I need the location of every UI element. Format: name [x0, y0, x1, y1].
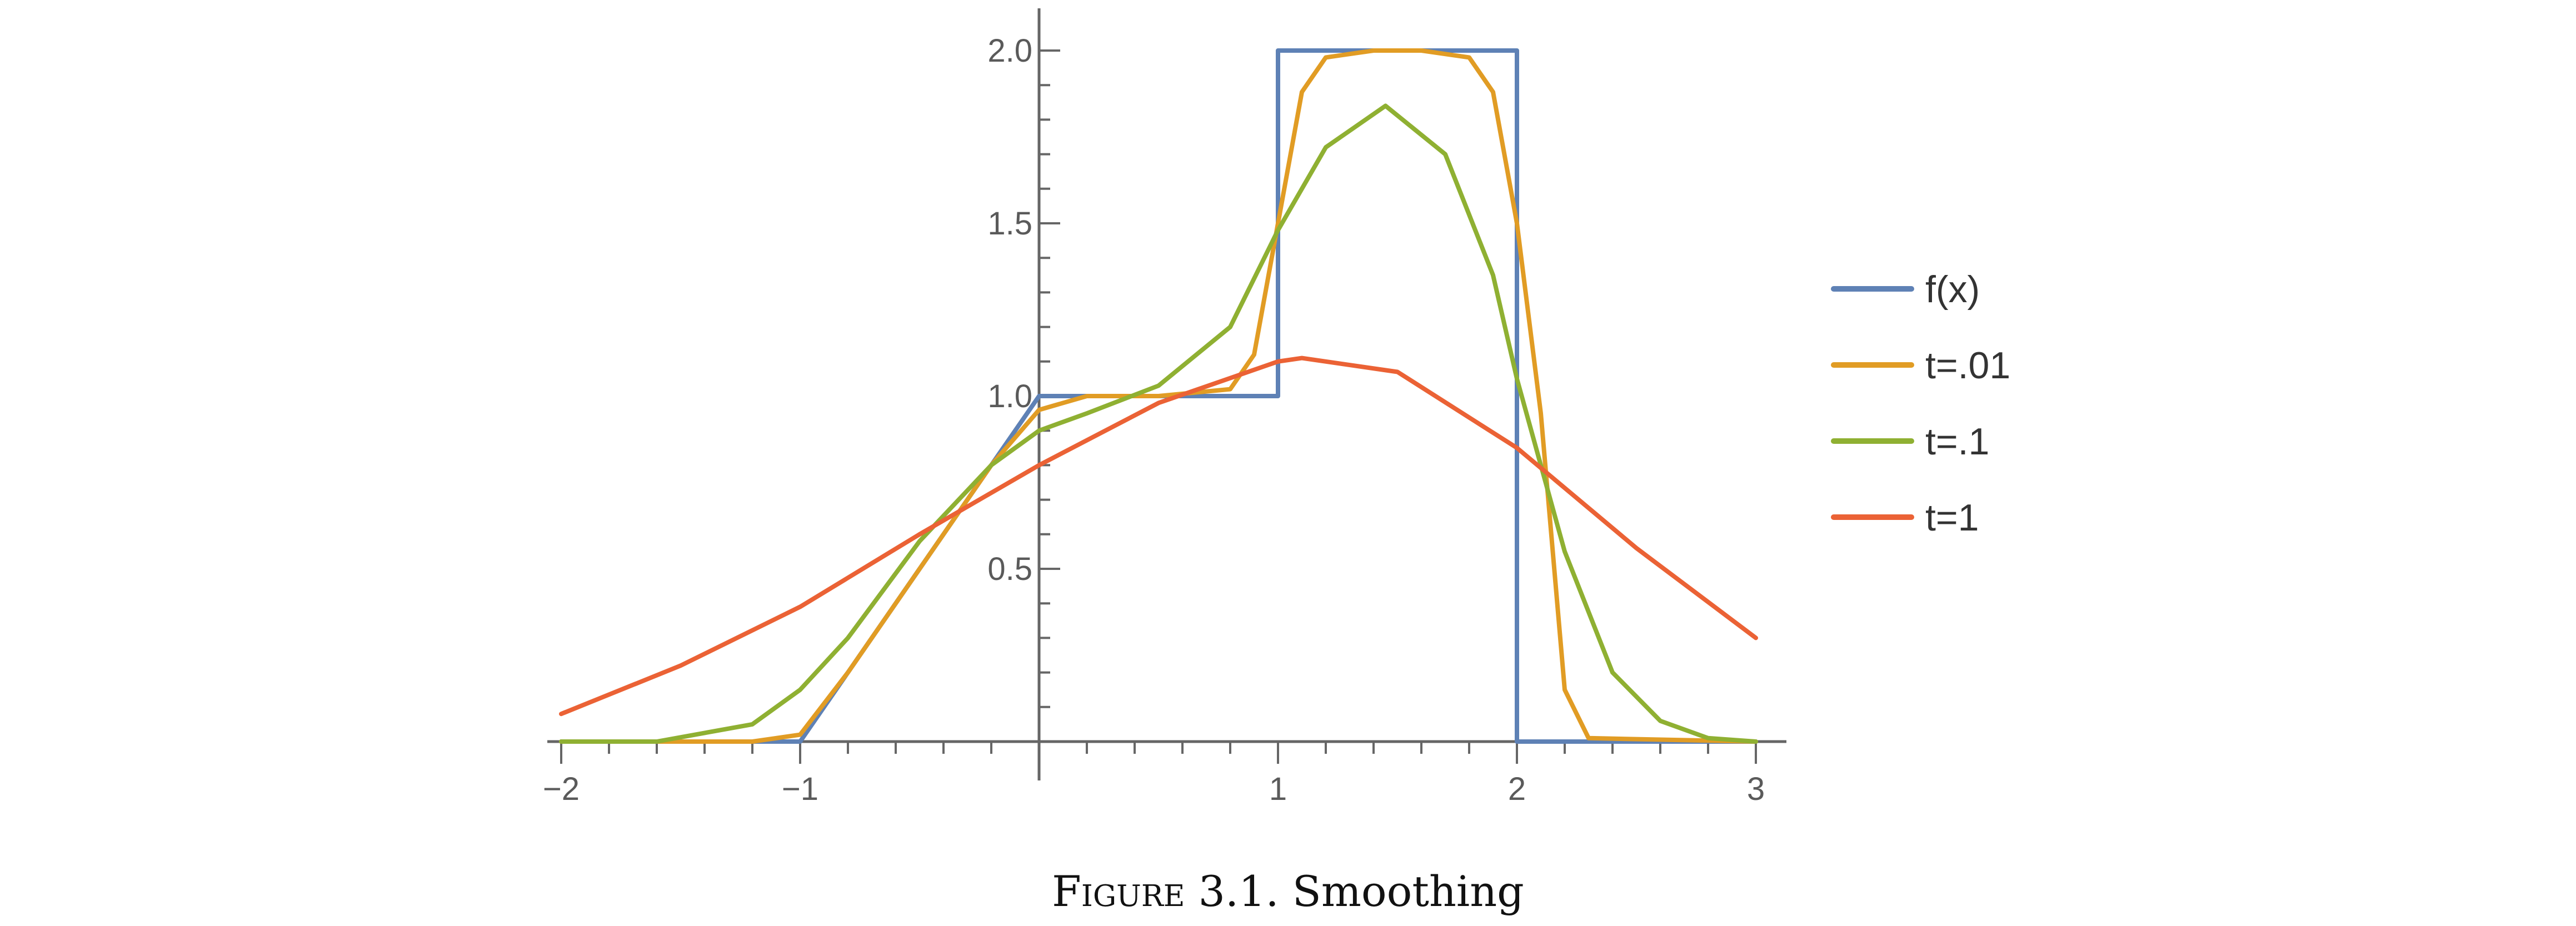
series-line-t-1: [559, 103, 1758, 744]
x-tick-label: 1: [1269, 771, 1287, 807]
figure-caption: Figure 3.1. Smoothing: [0, 867, 2576, 916]
caption-text: 3.1. Smoothing: [1198, 867, 1524, 916]
y-tick-label: 2.0: [987, 33, 1032, 69]
x-tick-label: 2: [1508, 771, 1526, 807]
series-line-t-01: [559, 48, 1758, 744]
legend-label: f(x): [1925, 268, 1980, 311]
y-tick-label: 1.0: [987, 378, 1032, 414]
axes: −2 −1 1 2 3 0.5 1.0 1.5 2.0: [543, 8, 1786, 807]
legend-label: t=.1: [1925, 421, 1989, 463]
x-tick-label: −2: [543, 771, 580, 807]
series-line-t-1: [559, 356, 1758, 717]
y-tick-label: 0.5: [987, 551, 1032, 587]
y-tick-label: 1.5: [987, 206, 1032, 242]
x-tick-label: −1: [782, 771, 818, 807]
caption-label: Figure: [1052, 867, 1185, 916]
legend-label: t=1: [1925, 497, 1979, 539]
series-layer: [559, 48, 1758, 744]
legend-label: t=.01: [1925, 344, 2010, 387]
legend: f(x) t=.01 t=.1 t=1: [1831, 268, 2010, 539]
x-tick-label: 3: [1747, 771, 1765, 807]
